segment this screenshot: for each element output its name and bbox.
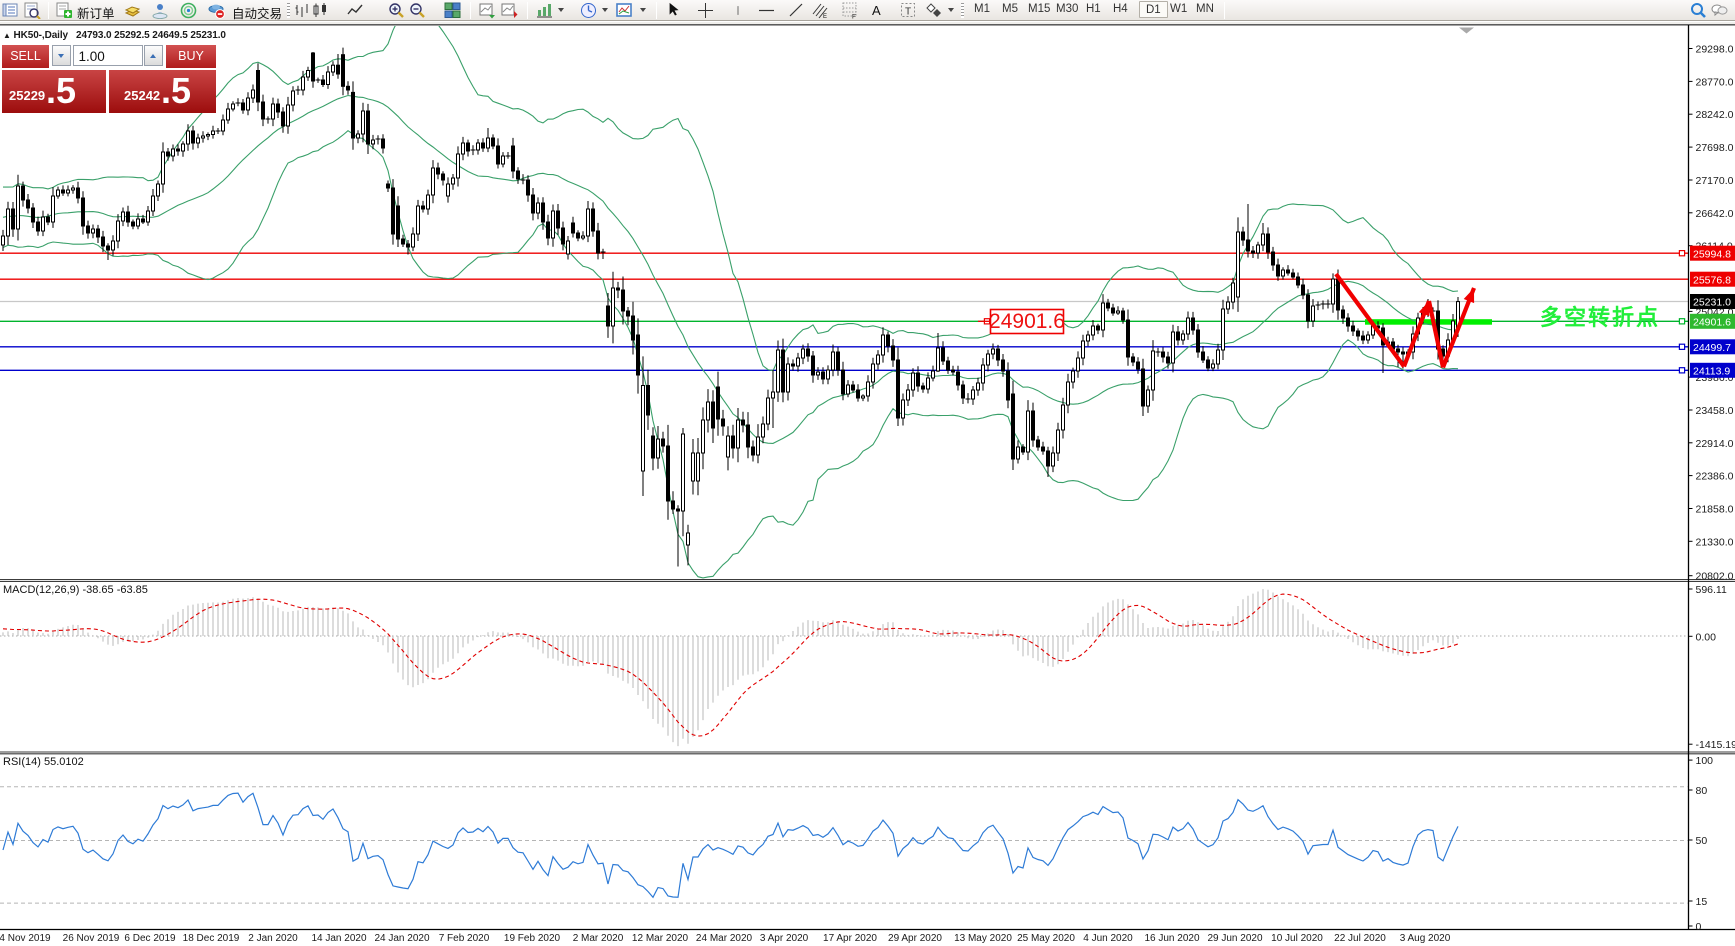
svg-text:19 Feb 2020: 19 Feb 2020 <box>504 933 561 944</box>
svg-text:22 Jul 2020: 22 Jul 2020 <box>1334 933 1386 944</box>
svg-text:20802.0: 20802.0 <box>1696 571 1734 583</box>
svg-text:16 Jun 2020: 16 Jun 2020 <box>1144 933 1199 944</box>
svg-text:25231.0: 25231.0 <box>1693 297 1731 309</box>
svg-text:2 Jan 2020: 2 Jan 2020 <box>248 933 298 944</box>
svg-text:21330.0: 21330.0 <box>1696 536 1734 548</box>
svg-text:15: 15 <box>1696 896 1708 908</box>
svg-text:T: T <box>905 7 911 18</box>
svg-text:-1415.19: -1415.19 <box>1696 739 1735 751</box>
svg-text:596.11: 596.11 <box>1696 584 1727 596</box>
svg-text:22386.0: 22386.0 <box>1696 471 1734 483</box>
svg-text:18 Dec 2019: 18 Dec 2019 <box>183 933 240 944</box>
svg-text:28770.0: 28770.0 <box>1696 76 1734 88</box>
svg-text:27170.0: 27170.0 <box>1696 175 1734 187</box>
svg-text:24499.7: 24499.7 <box>1693 342 1731 354</box>
svg-text:25 May 2020: 25 May 2020 <box>1017 933 1075 944</box>
svg-text:28242.0: 28242.0 <box>1696 109 1734 121</box>
svg-text:17 Apr 2020: 17 Apr 2020 <box>823 933 877 944</box>
svg-text:RSI(14) 55.0102: RSI(14) 55.0102 <box>3 756 84 768</box>
svg-text:80: 80 <box>1696 785 1708 797</box>
svg-text:12 Mar 2020: 12 Mar 2020 <box>632 933 689 944</box>
svg-text:25994.8: 25994.8 <box>1693 248 1731 260</box>
svg-text:24901.6: 24901.6 <box>1693 317 1731 329</box>
svg-text:26642.0: 26642.0 <box>1696 208 1734 220</box>
svg-text:4 Nov 2019: 4 Nov 2019 <box>0 933 51 944</box>
svg-text:29298.0: 29298.0 <box>1696 44 1734 56</box>
svg-text:21858.0: 21858.0 <box>1696 504 1734 516</box>
svg-text:25576.8: 25576.8 <box>1693 274 1731 286</box>
svg-text:29 Jun 2020: 29 Jun 2020 <box>1207 933 1262 944</box>
svg-text:E: E <box>823 14 827 19</box>
svg-text:22914.0: 22914.0 <box>1696 438 1734 450</box>
svg-text:23458.0: 23458.0 <box>1696 405 1734 417</box>
svg-text:24 Mar 2020: 24 Mar 2020 <box>696 933 753 944</box>
svg-text:0.00: 0.00 <box>1696 631 1717 643</box>
svg-text:6 Dec 2019: 6 Dec 2019 <box>124 933 176 944</box>
svg-text:29 Apr 2020: 29 Apr 2020 <box>888 933 942 944</box>
svg-text:MACD(12,26,9) -38.65 -63.85: MACD(12,26,9) -38.65 -63.85 <box>3 584 148 596</box>
svg-text:4 Jun 2020: 4 Jun 2020 <box>1083 933 1133 944</box>
svg-text:27698.0: 27698.0 <box>1696 142 1734 154</box>
svg-text:13 May 2020: 13 May 2020 <box>954 933 1012 944</box>
svg-text:24113.9: 24113.9 <box>1693 366 1730 378</box>
svg-text:24 Jan 2020: 24 Jan 2020 <box>374 933 429 944</box>
svg-text:多空转折点: 多空转折点 <box>1540 305 1660 330</box>
svg-text:0: 0 <box>1696 921 1702 933</box>
svg-text:24901.6: 24901.6 <box>989 310 1065 333</box>
svg-text:3 Apr 2020: 3 Apr 2020 <box>760 933 809 944</box>
svg-text:2 Mar 2020: 2 Mar 2020 <box>573 933 624 944</box>
svg-text:14 Jan 2020: 14 Jan 2020 <box>311 933 366 944</box>
svg-text:50: 50 <box>1696 835 1708 847</box>
svg-text:3 Aug 2020: 3 Aug 2020 <box>1400 933 1451 944</box>
svg-text:100: 100 <box>1696 755 1714 767</box>
svg-text:10 Jul 2020: 10 Jul 2020 <box>1271 933 1323 944</box>
svg-text:F: F <box>852 14 856 20</box>
svg-text:7 Feb 2020: 7 Feb 2020 <box>439 933 490 944</box>
svg-text:26 Nov 2019: 26 Nov 2019 <box>63 933 120 944</box>
